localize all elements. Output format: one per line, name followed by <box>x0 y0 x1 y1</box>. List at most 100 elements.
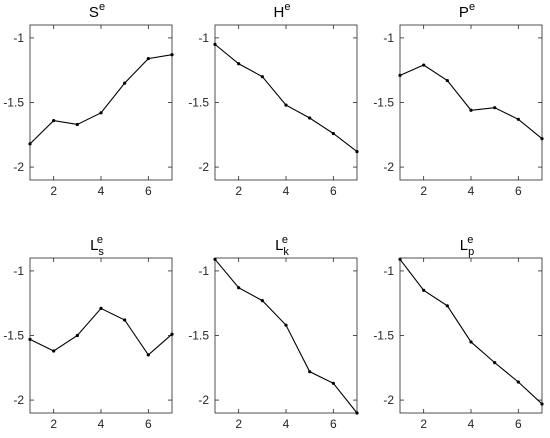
y-tick-label: -1 <box>198 264 209 278</box>
title-sub: k <box>283 246 289 258</box>
subplot-title: Lpe <box>460 234 474 258</box>
title-base: L <box>90 237 98 254</box>
x-tick-label: 2 <box>50 184 57 198</box>
data-point <box>516 117 520 121</box>
subplot: -2 -1.5 -1 2 4 6 He <box>188 1 359 198</box>
axes-frame <box>29 24 173 181</box>
data-point <box>123 318 127 322</box>
data-point <box>99 306 103 310</box>
data-point <box>308 370 312 374</box>
axes-frame <box>214 24 358 181</box>
y-tick-label: -2 <box>383 160 394 174</box>
data-point <box>99 111 103 115</box>
title-sup: e <box>467 234 473 246</box>
y-tick-label: -1 <box>383 264 394 278</box>
subplot-title: Se <box>89 1 105 21</box>
subplot: -2 -1.5 -1 2 4 6 Lke <box>188 234 359 431</box>
y-tick-label: -1 <box>13 264 24 278</box>
x-tick-label: 2 <box>50 417 57 431</box>
title-sup: e <box>284 1 290 13</box>
data-point <box>355 149 359 154</box>
data-point <box>422 288 426 292</box>
axes-frame <box>29 257 173 414</box>
axes-frame <box>214 257 358 414</box>
subplot-title: He <box>274 1 291 21</box>
subplot: -2 -1.5 -1 2 4 6 Lpe <box>373 234 544 431</box>
title-sub: s <box>98 246 104 258</box>
subplot-title: Lke <box>275 234 289 258</box>
data-point <box>237 286 241 290</box>
data-point <box>52 349 56 353</box>
title-sup: e <box>99 1 105 13</box>
y-tick-label: -1 <box>383 31 394 45</box>
subplot: -2 -1.5 -1 2 4 6 Lse <box>3 234 174 431</box>
data-point <box>469 340 473 344</box>
data-point <box>398 73 402 77</box>
x-tick-label: 4 <box>468 184 475 198</box>
x-tick-label: 2 <box>235 417 242 431</box>
subplot-title: Pe <box>459 1 475 21</box>
y-tick-label: -2 <box>13 393 24 407</box>
title-sup: e <box>282 234 288 246</box>
data-point <box>422 63 426 67</box>
y-tick-label: -1.5 <box>373 329 394 343</box>
data-point <box>170 53 174 57</box>
subplot-title: Lse <box>90 234 104 258</box>
axes-frame <box>399 257 543 414</box>
data-point <box>331 131 335 136</box>
data-point <box>260 299 264 303</box>
data-point <box>445 78 449 83</box>
title-sup: e <box>97 234 103 246</box>
data-point <box>331 381 335 385</box>
title-base: L <box>275 237 283 254</box>
data-point <box>75 122 79 127</box>
y-tick-label: -1 <box>13 31 24 45</box>
data-point <box>28 337 32 341</box>
data-line <box>29 54 173 145</box>
y-tick-label: -1.5 <box>3 329 24 343</box>
x-tick-label: 6 <box>515 184 522 198</box>
y-tick-label: -2 <box>13 160 24 174</box>
data-point <box>540 402 544 406</box>
data-point <box>28 142 32 146</box>
data-point <box>146 353 150 357</box>
data-point <box>123 81 127 85</box>
data-point <box>213 42 217 46</box>
data-line <box>214 258 358 414</box>
data-line <box>29 307 173 356</box>
data-point <box>170 332 174 336</box>
x-tick-label: 4 <box>283 417 290 431</box>
y-tick-label: -2 <box>198 160 209 174</box>
data-point <box>213 257 217 261</box>
data-point <box>516 380 520 384</box>
y-tick-label: -1.5 <box>373 96 394 110</box>
data-point <box>469 108 473 112</box>
title-sup: e <box>469 1 475 13</box>
data-line <box>399 64 543 140</box>
data-point <box>493 361 497 365</box>
data-point <box>540 137 544 141</box>
data-point <box>260 75 264 79</box>
y-tick-label: -2 <box>198 393 209 407</box>
data-point <box>75 333 79 338</box>
subplot: -2 -1.5 -1 2 4 6 Se <box>3 1 174 198</box>
x-tick-label: 2 <box>235 184 242 198</box>
subplot: -2 -1.5 -1 2 4 6 Pe <box>373 1 544 198</box>
y-tick-label: -2 <box>383 393 394 407</box>
data-point <box>355 411 359 415</box>
y-tick-label: -1.5 <box>188 329 209 343</box>
x-tick-label: 4 <box>98 417 105 431</box>
data-point <box>284 103 288 107</box>
x-tick-label: 6 <box>145 417 152 431</box>
title-base: H <box>274 4 285 21</box>
x-tick-label: 2 <box>420 184 427 198</box>
data-point <box>52 118 56 123</box>
title-base: S <box>89 4 99 21</box>
axes-frame <box>399 24 543 181</box>
x-tick-label: 6 <box>330 184 337 198</box>
x-tick-label: 2 <box>420 417 427 431</box>
data-point <box>398 257 402 261</box>
x-tick-label: 6 <box>145 184 152 198</box>
data-line <box>399 258 543 405</box>
